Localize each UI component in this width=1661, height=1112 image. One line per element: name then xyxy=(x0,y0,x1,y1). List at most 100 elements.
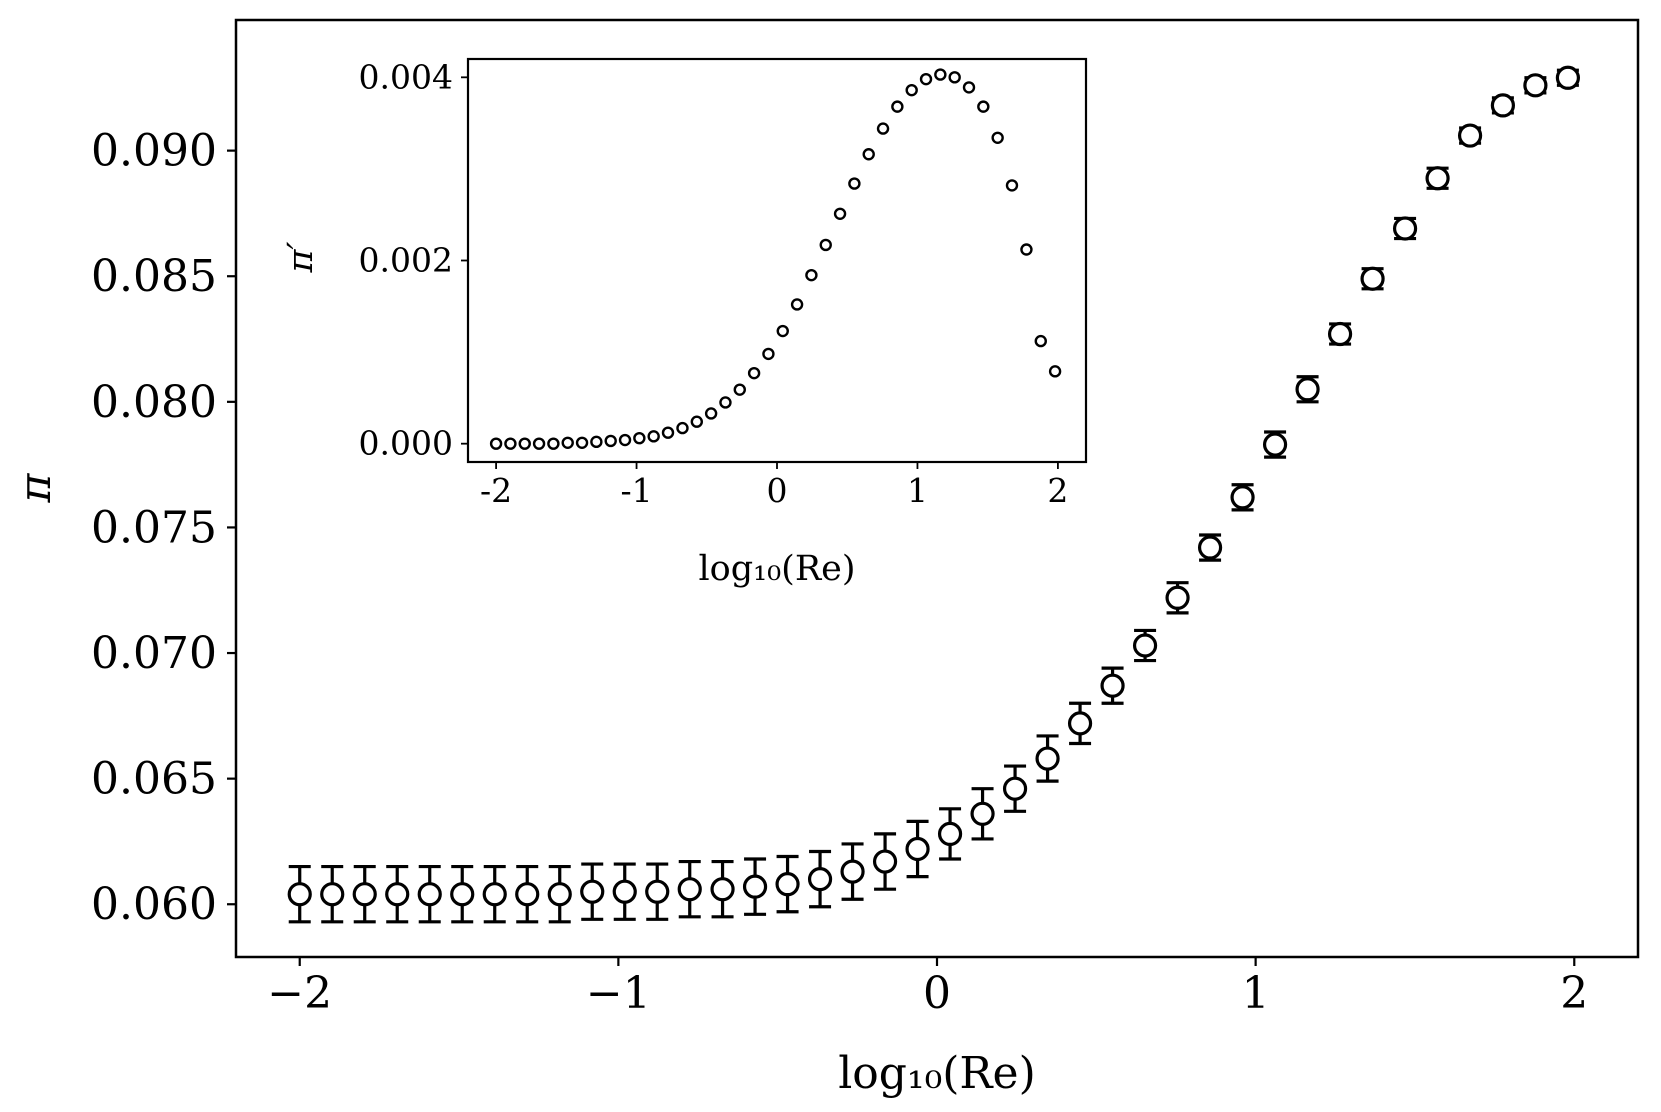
main-x-axis: −2 −1 0 1 2 xyxy=(267,957,1588,1019)
main-y-tick-label: 0.065 xyxy=(91,754,217,805)
data-point xyxy=(482,882,507,907)
data-point xyxy=(962,81,976,94)
data-point xyxy=(807,867,833,892)
main-x-tick-label: 1 xyxy=(1242,968,1270,1019)
data-point xyxy=(647,430,660,443)
data-point xyxy=(633,431,646,445)
data-point xyxy=(604,434,617,448)
data-point xyxy=(676,421,689,435)
inset-x-tick-label: -2 xyxy=(480,471,512,510)
data-point xyxy=(561,436,574,449)
data-point xyxy=(840,859,865,884)
data-point xyxy=(919,72,933,86)
data-point xyxy=(661,426,675,439)
data-point xyxy=(1165,585,1190,610)
main-y-tick-label: 0.075 xyxy=(91,502,217,553)
data-point xyxy=(848,177,861,190)
data-point xyxy=(790,298,804,311)
data-point xyxy=(719,396,732,409)
data-point xyxy=(1392,216,1418,241)
data-point xyxy=(547,437,560,450)
data-point xyxy=(1523,73,1548,98)
main-plot: −2 −1 0 1 2 0.0600.0650.0700.0750.0800.0850.… xyxy=(10,18,1640,1099)
main-y-axis: 0.060 0.065 0.070 0.075 0.080 0.085 0.090 xyxy=(91,126,236,930)
inset-x-tick-label: 2 xyxy=(1047,471,1068,510)
main-y-tick-label: 0.060 xyxy=(91,879,217,930)
main-x-tick-label: 0 xyxy=(923,968,951,1019)
main-x-tick-label: −1 xyxy=(586,968,651,1019)
data-point xyxy=(776,324,789,338)
main-x-tick-label: −2 xyxy=(267,968,332,1019)
data-point xyxy=(645,879,670,904)
main-y-tick-label: 0.085 xyxy=(91,251,217,302)
data-point xyxy=(504,437,517,450)
data-point xyxy=(905,83,918,97)
main-y-axis-label: π xyxy=(10,472,61,503)
data-point xyxy=(937,821,963,847)
main-x-axis-label: log₁₀(Re) xyxy=(838,1048,1036,1099)
data-point xyxy=(805,268,818,282)
data-point xyxy=(1425,166,1450,191)
inset-x-axis: -2 -1 0 1 2 xyxy=(480,462,1068,510)
data-point xyxy=(833,207,847,220)
data-point xyxy=(450,882,475,907)
data-point xyxy=(762,347,775,361)
data-point xyxy=(352,882,377,907)
inset-x-tick-label: 1 xyxy=(907,471,928,510)
data-point xyxy=(747,366,761,380)
data-point xyxy=(489,437,503,450)
data-point xyxy=(742,874,768,899)
data-point xyxy=(1490,93,1515,118)
inset-plot: -2 -1 0 1 2 0.000 0.002 0.004 log₁₀(Re) π′ xyxy=(281,57,1088,589)
data-point xyxy=(612,879,637,904)
main-y-tick-label: 0.080 xyxy=(91,377,217,428)
inset-x-tick-label: -1 xyxy=(620,471,652,510)
data-point xyxy=(547,882,572,907)
data-point xyxy=(1555,65,1581,90)
data-point xyxy=(1020,243,1033,256)
data-point xyxy=(1360,266,1385,291)
main-x-tick-label: 2 xyxy=(1560,968,1588,1019)
data-point xyxy=(891,100,904,113)
data-point xyxy=(905,836,930,862)
data-point xyxy=(320,882,345,907)
data-point xyxy=(590,435,603,449)
main-y-tick-label: 0.090 xyxy=(91,126,217,177)
data-point xyxy=(1002,776,1028,801)
data-point xyxy=(872,849,898,874)
data-point xyxy=(518,437,531,450)
data-point xyxy=(1295,377,1320,402)
main-series xyxy=(287,65,1581,924)
data-point xyxy=(677,877,702,902)
data-point xyxy=(515,882,540,907)
data-point xyxy=(287,882,312,907)
data-point xyxy=(575,436,589,449)
main-y-tick-label: 0.070 xyxy=(91,628,217,679)
data-point xyxy=(710,877,735,902)
inset-x-axis-label: log₁₀(Re) xyxy=(698,549,855,589)
inset-y-axis: 0.000 0.002 0.004 xyxy=(359,57,468,463)
data-point xyxy=(618,433,632,447)
data-point xyxy=(1230,485,1255,510)
data-point xyxy=(1034,334,1047,348)
inset-y-tick-label: 0.004 xyxy=(359,57,453,96)
data-point xyxy=(1327,321,1353,347)
data-point xyxy=(1048,365,1062,378)
inset-x-tick-label: 0 xyxy=(767,471,788,510)
data-point xyxy=(876,122,890,135)
data-point xyxy=(862,148,875,161)
data-point xyxy=(1035,746,1060,771)
data-point xyxy=(1067,711,1093,736)
inset-plot-frame xyxy=(466,57,1088,464)
data-point xyxy=(690,415,704,428)
data-point xyxy=(819,238,832,252)
data-point xyxy=(1197,535,1223,560)
data-point xyxy=(977,100,990,113)
data-point xyxy=(1100,673,1125,698)
data-point xyxy=(704,407,718,420)
data-point xyxy=(775,872,800,897)
inset-y-tick-label: 0.002 xyxy=(359,241,453,280)
data-point xyxy=(1262,432,1288,457)
data-point xyxy=(385,882,410,907)
